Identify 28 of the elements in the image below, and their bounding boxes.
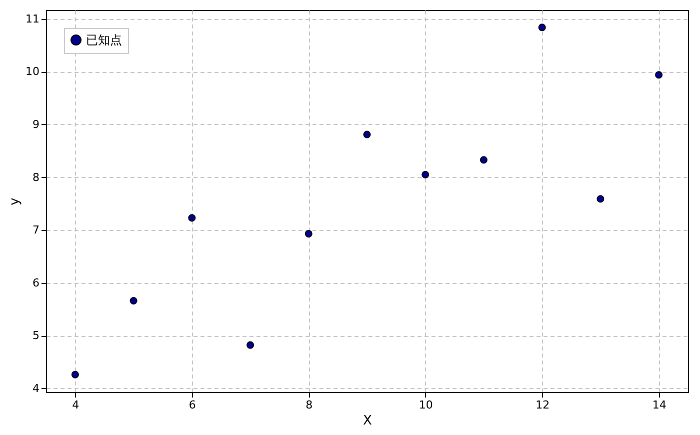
- y-tick-label: 11: [26, 12, 40, 26]
- point: [480, 156, 488, 164]
- y-tick-label: 6: [32, 276, 40, 290]
- point: [422, 170, 430, 178]
- point: [304, 230, 312, 238]
- x-tick-label: 12: [536, 398, 550, 412]
- y-axis-title: y: [8, 197, 23, 206]
- y-tick-label: 4: [32, 382, 40, 395]
- x-tick-label: 4: [72, 398, 80, 412]
- point: [538, 24, 546, 32]
- x-tick-label: 6: [188, 398, 196, 412]
- y-tick-label: 5: [32, 329, 40, 342]
- y-tick-label: 7: [32, 224, 40, 237]
- y-tick-label: 8: [32, 170, 40, 184]
- x-tick-label: 8: [306, 398, 313, 412]
- point: [363, 130, 371, 138]
- x-axis-title: X: [363, 414, 372, 428]
- point: [596, 195, 604, 203]
- point: [655, 71, 663, 79]
- point: [130, 296, 138, 304]
- point: [71, 370, 79, 378]
- x-tick-label: 10: [418, 398, 433, 412]
- y-tick-label: 9: [32, 118, 40, 131]
- legend-label: 已知点: [86, 33, 122, 47]
- point: [246, 341, 254, 349]
- x-tick-label: 14: [652, 398, 666, 412]
- y-tick-label: 10: [26, 65, 40, 78]
- point: [188, 214, 196, 222]
